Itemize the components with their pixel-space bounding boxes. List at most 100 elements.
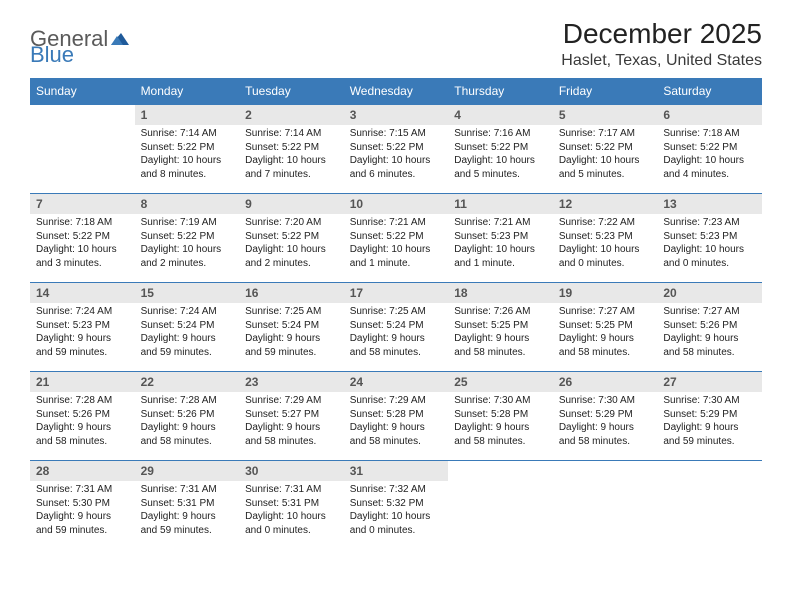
day-number: 7 [30, 194, 135, 214]
day-number: 29 [135, 461, 240, 481]
day-number [448, 461, 553, 481]
day-details: Sunrise: 7:14 AMSunset: 5:22 PMDaylight:… [135, 125, 240, 185]
sunset-text: Sunset: 5:23 PM [559, 230, 652, 244]
day-number: 27 [657, 372, 762, 392]
month-title: December 2025 [561, 18, 762, 50]
sunset-text: Sunset: 5:26 PM [663, 319, 756, 333]
day-details: Sunrise: 7:30 AMSunset: 5:29 PMDaylight:… [553, 392, 658, 452]
sunset-text: Sunset: 5:25 PM [454, 319, 547, 333]
calendar-day-cell: 11 Sunrise: 7:21 AMSunset: 5:23 PMDayligh… [448, 194, 553, 283]
calendar-day-cell [448, 461, 553, 550]
day-number: 15 [135, 283, 240, 303]
sunrise-text: Sunrise: 7:31 AM [245, 483, 338, 497]
calendar-day-cell: 4Sunrise: 7:16 AMSunset: 5:22 PMDaylight… [448, 105, 553, 194]
day-number: 13 [657, 194, 762, 214]
daylight-text: Daylight: 9 hours and 58 minutes. [350, 332, 443, 359]
day-number: 3 [344, 105, 449, 125]
calendar-day-cell: 7Sunrise: 7:18 AMSunset: 5:22 PMDaylight… [30, 194, 135, 283]
calendar-day-cell: 29Sunrise: 7:31 AMSunset: 5:31 PMDayligh… [135, 461, 240, 550]
sunrise-text: Sunrise: 7:15 AM [350, 127, 443, 141]
sunrise-text: Sunrise: 7:27 AM [663, 305, 756, 319]
day-number: 31 [344, 461, 449, 481]
day-details: Sunrise: 7:21 AMSunset: 5:22 PMDaylight:… [344, 214, 449, 274]
calendar-day-cell: 8Sunrise: 7:19 AMSunset: 5:22 PMDaylight… [135, 194, 240, 283]
calendar-day-cell: 26Sunrise: 7:30 AMSunset: 5:29 PMDayligh… [553, 372, 658, 461]
sunset-text: Sunset: 5:23 PM [36, 319, 129, 333]
logo-triangle-icon [111, 31, 129, 50]
day-number: 16 [239, 283, 344, 303]
sunrise-text: Sunrise: 7:25 AM [350, 305, 443, 319]
calendar-day-cell: 3Sunrise: 7:15 AMSunset: 5:22 PMDaylight… [344, 105, 449, 194]
sunset-text: Sunset: 5:29 PM [663, 408, 756, 422]
calendar-day-cell: 19Sunrise: 7:27 AMSunset: 5:25 PMDayligh… [553, 283, 658, 372]
calendar-day-cell: 20Sunrise: 7:27 AMSunset: 5:26 PMDayligh… [657, 283, 762, 372]
daylight-text: Daylight: 10 hours and 3 minutes. [36, 243, 129, 270]
sunrise-text: Sunrise: 7:21 AM [454, 216, 547, 230]
daylight-text: Daylight: 9 hours and 58 minutes. [245, 421, 338, 448]
daylight-text: Daylight: 10 hours and 0 minutes. [350, 510, 443, 537]
weekday-header: Wednesday [344, 78, 449, 105]
daylight-text: Daylight: 9 hours and 58 minutes. [350, 421, 443, 448]
sunset-text: Sunset: 5:22 PM [559, 141, 652, 155]
calendar-day-cell: 22Sunrise: 7:28 AMSunset: 5:26 PMDayligh… [135, 372, 240, 461]
sunrise-text: Sunrise: 7:30 AM [454, 394, 547, 408]
day-details: Sunrise: 7:23 AMSunset: 5:23 PMDaylight:… [657, 214, 762, 274]
day-details: Sunrise: 7:25 AMSunset: 5:24 PMDaylight:… [344, 303, 449, 363]
day-details: Sunrise: 7:29 AMSunset: 5:28 PMDaylight:… [344, 392, 449, 452]
sunrise-text: Sunrise: 7:30 AM [663, 394, 756, 408]
calendar-day-cell: 14Sunrise: 7:24 AMSunset: 5:23 PMDayligh… [30, 283, 135, 372]
daylight-text: Daylight: 10 hours and 2 minutes. [245, 243, 338, 270]
daylight-text: Daylight: 9 hours and 59 minutes. [141, 332, 234, 359]
daylight-text: Daylight: 9 hours and 59 minutes. [36, 510, 129, 537]
sunrise-text: Sunrise: 7:18 AM [36, 216, 129, 230]
day-number: 28 [30, 461, 135, 481]
sunrise-text: Sunrise: 7:14 AM [245, 127, 338, 141]
daylight-text: Daylight: 10 hours and 6 minutes. [350, 154, 443, 181]
sunset-text: Sunset: 5:22 PM [350, 230, 443, 244]
calendar-day-cell: 15Sunrise: 7:24 AMSunset: 5:24 PMDayligh… [135, 283, 240, 372]
sunrise-text: Sunrise: 7:31 AM [36, 483, 129, 497]
sunset-text: Sunset: 5:23 PM [454, 230, 547, 244]
daylight-text: Daylight: 9 hours and 58 minutes. [559, 421, 652, 448]
day-details: Sunrise: 7:32 AMSunset: 5:32 PMDaylight:… [344, 481, 449, 541]
weekday-header: Sunday [30, 78, 135, 105]
day-details: Sunrise: 7:31 AMSunset: 5:31 PMDaylight:… [135, 481, 240, 541]
sunset-text: Sunset: 5:22 PM [36, 230, 129, 244]
day-number: 12 [553, 194, 658, 214]
title-block: December 2025 Haslet, Texas, United Stat… [561, 18, 762, 70]
sunrise-text: Sunrise: 7:19 AM [141, 216, 234, 230]
logo-text-blue: Blue [30, 42, 74, 67]
sunrise-text: Sunrise: 7:21 AM [350, 216, 443, 230]
calendar-week-row: 1Sunrise: 7:14 AMSunset: 5:22 PMDaylight… [30, 105, 762, 194]
day-details: Sunrise: 7:18 AMSunset: 5:22 PMDaylight:… [657, 125, 762, 185]
sunset-text: Sunset: 5:22 PM [663, 141, 756, 155]
daylight-text: Daylight: 10 hours and 5 minutes. [559, 154, 652, 181]
daylight-text: Daylight: 9 hours and 58 minutes. [559, 332, 652, 359]
day-number: 19 [553, 283, 658, 303]
day-number: 11 [448, 194, 553, 214]
calendar-day-cell: 18Sunrise: 7:26 AMSunset: 5:25 PMDayligh… [448, 283, 553, 372]
logo-sub: Blue [30, 42, 74, 68]
calendar-day-cell: 9Sunrise: 7:20 AMSunset: 5:22 PMDaylight… [239, 194, 344, 283]
daylight-text: Daylight: 9 hours and 58 minutes. [454, 332, 547, 359]
day-number: 22 [135, 372, 240, 392]
calendar-day-cell [30, 105, 135, 194]
day-details: Sunrise: 7:31 AMSunset: 5:30 PMDaylight:… [30, 481, 135, 541]
daylight-text: Daylight: 9 hours and 59 minutes. [141, 510, 234, 537]
calendar-table: SundayMondayTuesdayWednesdayThursdayFrid… [30, 78, 762, 549]
day-details: Sunrise: 7:18 AMSunset: 5:22 PMDaylight:… [30, 214, 135, 274]
sunrise-text: Sunrise: 7:28 AM [141, 394, 234, 408]
sunset-text: Sunset: 5:28 PM [454, 408, 547, 422]
daylight-text: Daylight: 10 hours and 1 minute. [350, 243, 443, 270]
day-details: Sunrise: 7:28 AMSunset: 5:26 PMDaylight:… [135, 392, 240, 452]
sunrise-text: Sunrise: 7:32 AM [350, 483, 443, 497]
sunrise-text: Sunrise: 7:25 AM [245, 305, 338, 319]
sunrise-text: Sunrise: 7:28 AM [36, 394, 129, 408]
calendar-day-cell: 25Sunrise: 7:30 AMSunset: 5:28 PMDayligh… [448, 372, 553, 461]
daylight-text: Daylight: 9 hours and 59 minutes. [663, 421, 756, 448]
calendar-day-cell [553, 461, 658, 550]
day-number: 5 [553, 105, 658, 125]
calendar-day-cell: 5Sunrise: 7:17 AMSunset: 5:22 PMDaylight… [553, 105, 658, 194]
calendar-header-row: SundayMondayTuesdayWednesdayThursdayFrid… [30, 78, 762, 105]
daylight-text: Daylight: 10 hours and 1 minute. [454, 243, 547, 270]
